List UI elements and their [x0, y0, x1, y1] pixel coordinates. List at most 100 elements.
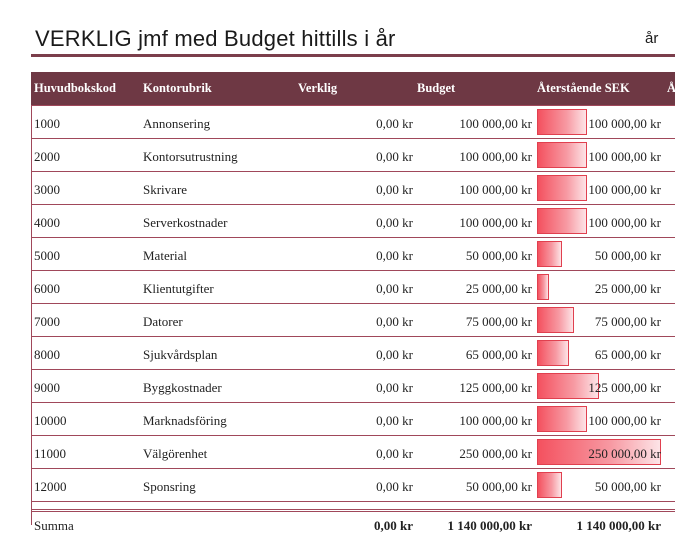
cell-budget[interactable]: 50 000,00 kr [465, 248, 532, 263]
remaining-databar [537, 406, 587, 432]
table-row[interactable]: 8000 Sjukvårdsplan 0,00 kr 65 000,00 kr 65 0… [31, 337, 675, 370]
table-row[interactable]: 6000 Klientutgifter 0,00 kr 25 000,00 kr 25 … [31, 271, 675, 304]
cell-code[interactable]: 12000 [34, 479, 67, 494]
cell-remaining[interactable]: 250 000,00 kr [588, 446, 661, 461]
cell-code[interactable]: 6000 [34, 281, 60, 296]
table-body: 1000 Annonsering 0,00 kr 100 000,00 kr 100 0… [31, 105, 675, 502]
cell-code[interactable]: 9000 [34, 380, 60, 395]
cell-actual[interactable]: 0,00 kr [376, 281, 413, 296]
total-row: Summa 0,00 kr 1 140 000,00 kr 1 140 000,… [31, 509, 675, 533]
cell-actual[interactable]: 0,00 kr [376, 182, 413, 197]
cell-code[interactable]: 7000 [34, 314, 60, 329]
cell-budget[interactable]: 100 000,00 kr [459, 413, 532, 428]
remaining-databar [537, 340, 569, 366]
remaining-databar [537, 175, 587, 201]
cell-remaining[interactable]: 125 000,00 kr [588, 380, 661, 395]
cell-budget[interactable]: 100 000,00 kr [459, 149, 532, 164]
table-row[interactable]: 4000 Serverkostnader 0,00 kr 100 000,00 kr 1… [31, 205, 675, 238]
cell-code[interactable]: 5000 [34, 248, 60, 263]
cell-account[interactable]: Serverkostnader [143, 215, 228, 230]
table-row[interactable]: 7000 Datorer 0,00 kr 75 000,00 kr 75 000,00 … [31, 304, 675, 337]
cell-code[interactable]: 8000 [34, 347, 60, 362]
table-row[interactable]: 9000 Byggkostnader 0,00 kr 125 000,00 kr 125… [31, 370, 675, 403]
remaining-databar [537, 208, 587, 234]
cell-account[interactable]: Byggkostnader [143, 380, 222, 395]
cell-code[interactable]: 3000 [34, 182, 60, 197]
total-actual: 0,00 kr [374, 518, 413, 533]
table-row[interactable]: 3000 Skrivare 0,00 kr 100 000,00 kr 100 000,… [31, 172, 675, 205]
cell-budget[interactable]: 25 000,00 kr [465, 281, 532, 296]
table-row[interactable]: 12000 Sponsring 0,00 kr 50 000,00 kr 50 000,… [31, 469, 675, 502]
table-row[interactable]: 2000 Kontorsutrustning 0,00 kr 100 000,00 k… [31, 139, 675, 172]
cell-remaining[interactable]: 75 000,00 kr [594, 314, 661, 329]
cell-account[interactable]: Datorer [143, 314, 183, 329]
cell-remaining[interactable]: 100 000,00 kr [588, 413, 661, 428]
table-row[interactable]: 5000 Material 0,00 kr 50 000,00 kr 50 000,00… [31, 238, 675, 271]
header-budget[interactable]: Budget [417, 81, 456, 95]
cell-code[interactable]: 4000 [34, 215, 60, 230]
cell-account[interactable]: Sponsring [143, 479, 196, 494]
header-account[interactable]: Kontorubrik [143, 81, 212, 95]
cell-actual[interactable]: 0,00 kr [376, 413, 413, 428]
cell-actual[interactable]: 0,00 kr [376, 149, 413, 164]
cell-budget[interactable]: 50 000,00 kr [465, 479, 532, 494]
cell-code[interactable]: 2000 [34, 149, 60, 164]
remaining-databar [537, 439, 661, 465]
total-remaining: 1 140 000,00 kr [576, 518, 662, 533]
cell-budget[interactable]: 250 000,00 kr [459, 446, 532, 461]
cell-code[interactable]: 10000 [34, 413, 67, 428]
table-header: Huvudbokskod Kontorubrik Verklig Budget … [31, 72, 675, 105]
remaining-databar [537, 142, 587, 168]
year-label: år [645, 30, 659, 47]
table-row[interactable]: 10000 Marknadsföring 0,00 kr 100 000,00 kr 1… [31, 403, 675, 436]
page-title: VERKLIG jmf med Budget hittills i år [35, 26, 396, 51]
cell-remaining[interactable]: 65 000,00 kr [594, 347, 661, 362]
remaining-databar [537, 241, 562, 267]
cell-account[interactable]: Välgörenhet [143, 446, 208, 461]
cell-remaining[interactable]: 100 000,00 kr [588, 116, 661, 131]
remaining-databar [537, 274, 549, 300]
header-extra[interactable]: Å [667, 81, 675, 95]
remaining-databar [537, 373, 599, 399]
cell-budget[interactable]: 75 000,00 kr [465, 314, 532, 329]
cell-remaining[interactable]: 50 000,00 kr [594, 248, 661, 263]
cell-remaining[interactable]: 100 000,00 kr [588, 215, 661, 230]
header-actual[interactable]: Verklig [298, 81, 338, 95]
cell-actual[interactable]: 0,00 kr [376, 248, 413, 263]
cell-actual[interactable]: 0,00 kr [376, 314, 413, 329]
cell-budget[interactable]: 125 000,00 kr [459, 380, 532, 395]
table-row[interactable]: 1000 Annonsering 0,00 kr 100 000,00 kr 100 0… [31, 105, 675, 139]
cell-account[interactable]: Kontorsutrustning [143, 149, 238, 164]
cell-budget[interactable]: 100 000,00 kr [459, 215, 532, 230]
cell-actual[interactable]: 0,00 kr [376, 446, 413, 461]
total-label: Summa [34, 518, 74, 533]
remaining-databar [537, 472, 562, 498]
header-code[interactable]: Huvudbokskod [34, 81, 117, 95]
cell-account[interactable]: Marknadsföring [143, 413, 227, 428]
cell-budget[interactable]: 100 000,00 kr [459, 182, 532, 197]
cell-remaining[interactable]: 50 000,00 kr [594, 479, 661, 494]
cell-remaining[interactable]: 25 000,00 kr [594, 281, 661, 296]
cell-remaining[interactable]: 100 000,00 kr [588, 182, 661, 197]
cell-budget[interactable]: 100 000,00 kr [459, 116, 532, 131]
cell-actual[interactable]: 0,00 kr [376, 215, 413, 230]
table-left-border [31, 105, 32, 525]
cell-actual[interactable]: 0,00 kr [376, 479, 413, 494]
cell-actual[interactable]: 0,00 kr [376, 380, 413, 395]
cell-budget[interactable]: 65 000,00 kr [465, 347, 532, 362]
cell-account[interactable]: Sjukvårdsplan [143, 347, 218, 362]
cell-code[interactable]: 1000 [34, 116, 60, 131]
table-row[interactable]: 11000 Välgörenhet 0,00 kr 250 000,00 kr 250 … [31, 436, 675, 469]
cell-account[interactable]: Skrivare [143, 182, 188, 197]
budget-table: Huvudbokskod Kontorubrik Verklig Budget … [31, 72, 675, 533]
cell-actual[interactable]: 0,00 kr [376, 347, 413, 362]
cell-account[interactable]: Annonsering [143, 116, 211, 131]
title-divider [31, 54, 675, 57]
cell-account[interactable]: Klientutgifter [143, 281, 214, 296]
cell-actual[interactable]: 0,00 kr [376, 116, 413, 131]
header-remaining[interactable]: Återstående SEK [537, 81, 630, 95]
cell-account[interactable]: Material [143, 248, 188, 263]
cell-remaining[interactable]: 100 000,00 kr [588, 149, 661, 164]
cell-code[interactable]: 11000 [34, 446, 67, 461]
remaining-databar [537, 307, 574, 333]
